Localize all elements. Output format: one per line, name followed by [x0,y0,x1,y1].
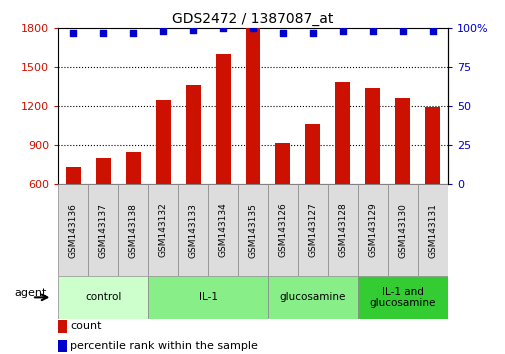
FancyBboxPatch shape [208,184,237,276]
Bar [66,167,80,184]
FancyBboxPatch shape [268,276,357,319]
FancyBboxPatch shape [178,184,208,276]
Bar [156,100,170,184]
Bar [185,85,200,184]
Point [398,29,406,34]
Bar [425,107,439,184]
Text: percentile rank within the sample: percentile rank within the sample [70,341,257,351]
Text: GSM143128: GSM143128 [338,203,347,257]
FancyBboxPatch shape [148,184,178,276]
FancyBboxPatch shape [118,184,148,276]
Text: control: control [85,292,121,302]
Bar [365,88,380,184]
Text: GSM143134: GSM143134 [218,203,227,257]
FancyBboxPatch shape [237,184,268,276]
Text: GSM143129: GSM143129 [368,203,377,257]
Bar [245,28,260,184]
Bar [125,152,140,184]
FancyBboxPatch shape [148,276,268,319]
Point [159,29,167,34]
Text: GSM143127: GSM143127 [308,203,317,257]
Point [428,29,436,34]
Bar [95,158,111,184]
Text: GSM143132: GSM143132 [158,203,167,257]
Text: GSM143130: GSM143130 [397,202,407,258]
Title: GDS2472 / 1387087_at: GDS2472 / 1387087_at [172,12,333,26]
Text: IL-1 and
glucosamine: IL-1 and glucosamine [369,286,435,308]
Point [189,27,197,33]
Bar [305,124,320,184]
Point [278,30,286,36]
Text: GSM143133: GSM143133 [188,202,197,258]
Point [308,30,316,36]
FancyBboxPatch shape [357,276,447,319]
FancyBboxPatch shape [58,276,148,319]
Text: IL-1: IL-1 [198,292,217,302]
Text: count: count [70,321,101,331]
FancyBboxPatch shape [417,184,447,276]
FancyBboxPatch shape [58,184,88,276]
Bar [58,340,67,352]
Bar [275,143,290,184]
Point [338,29,346,34]
Point [99,30,107,36]
Text: GSM143138: GSM143138 [128,202,137,258]
Bar [215,54,230,184]
Text: agent: agent [15,288,47,298]
Bar [335,81,349,184]
Text: GSM143131: GSM143131 [427,202,436,258]
FancyBboxPatch shape [327,184,357,276]
Point [69,30,77,36]
Text: GSM143136: GSM143136 [69,202,78,258]
FancyBboxPatch shape [357,184,387,276]
FancyBboxPatch shape [297,184,327,276]
FancyBboxPatch shape [387,184,417,276]
FancyBboxPatch shape [88,184,118,276]
Bar [394,98,410,184]
Bar [58,320,67,333]
Text: glucosamine: glucosamine [279,292,345,302]
Text: GSM143137: GSM143137 [98,202,108,258]
FancyBboxPatch shape [268,184,297,276]
Point [248,25,257,31]
Text: GSM143126: GSM143126 [278,203,287,257]
Point [368,29,376,34]
Point [129,30,137,36]
Text: GSM143135: GSM143135 [248,202,257,258]
Point [219,25,227,31]
